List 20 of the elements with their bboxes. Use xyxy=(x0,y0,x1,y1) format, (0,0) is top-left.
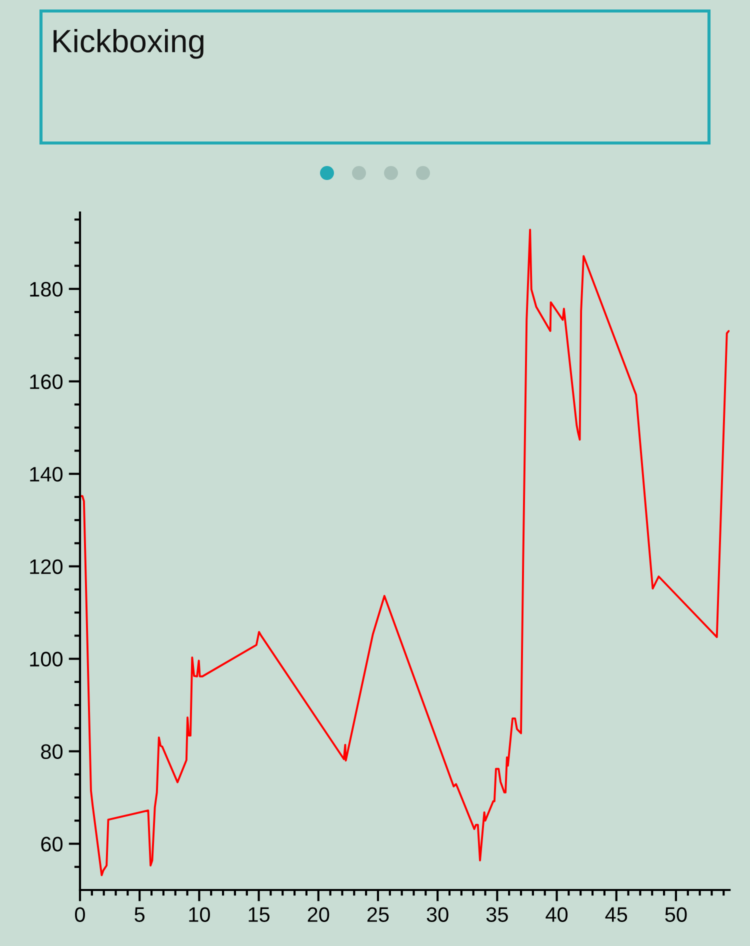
x-tick-label: 5 xyxy=(134,907,145,922)
y-tick-label: 180 xyxy=(30,282,63,297)
y-tick-label: 140 xyxy=(30,466,63,482)
x-tick-label: 10 xyxy=(189,907,210,922)
x-tick-label: 40 xyxy=(546,907,568,922)
x-tick-label: 0 xyxy=(75,907,85,922)
y-tick-label: 120 xyxy=(30,559,63,574)
y-tick-label: 80 xyxy=(41,744,63,760)
x-tick-label: 25 xyxy=(367,907,389,922)
x-tick-label: 35 xyxy=(486,907,508,922)
x-tick-label: 20 xyxy=(308,907,330,922)
line-series xyxy=(80,228,730,876)
y-tick-label: 100 xyxy=(30,652,63,667)
chart-title: Kickboxing xyxy=(54,29,204,59)
x-tick-label: 50 xyxy=(665,907,687,922)
x-tick-label: 15 xyxy=(248,907,270,922)
x-tick-label: 45 xyxy=(605,907,628,922)
y-tick-label: 160 xyxy=(30,374,63,390)
y-tick-label: 60 xyxy=(41,836,63,852)
x-tick-label: 30 xyxy=(426,907,448,922)
